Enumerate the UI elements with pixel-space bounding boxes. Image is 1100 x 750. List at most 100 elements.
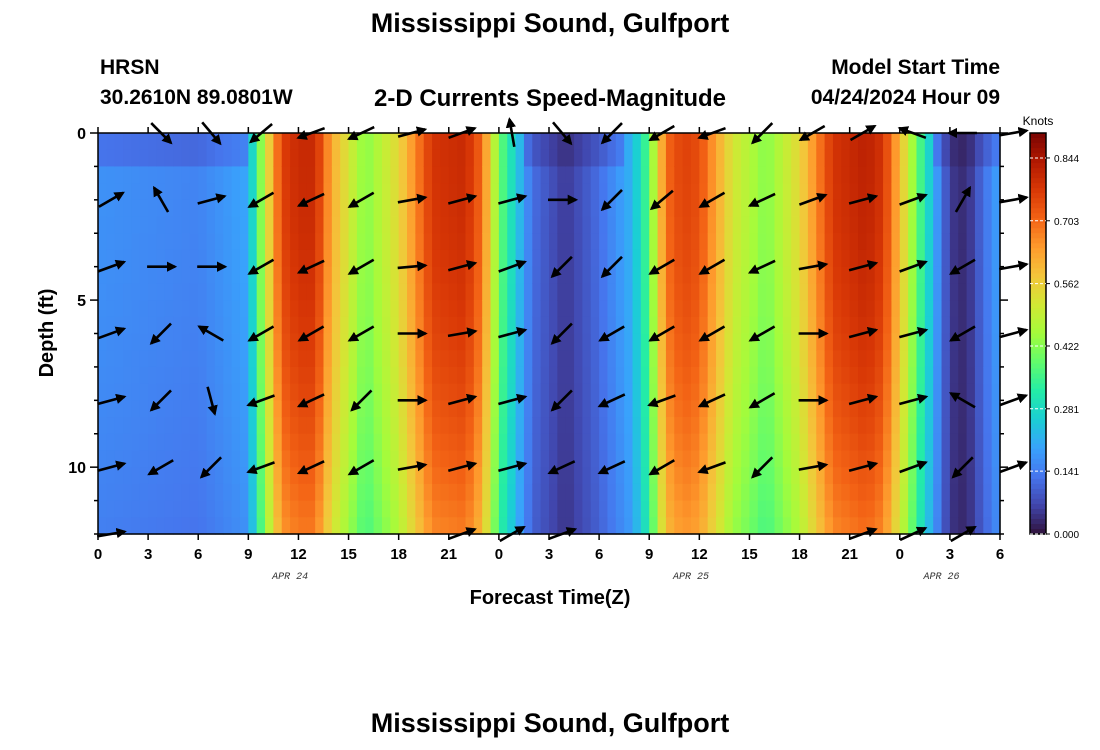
heatmap-cell bbox=[156, 199, 166, 218]
heatmap-cell bbox=[290, 450, 300, 468]
heatmap-cell bbox=[916, 149, 926, 168]
heatmap-cell bbox=[239, 199, 249, 218]
heatmap-cell bbox=[189, 333, 199, 351]
heatmap-cell bbox=[699, 467, 709, 485]
heatmap-cell bbox=[523, 483, 533, 502]
colorbar-segment bbox=[1030, 488, 1046, 495]
heatmap-cell bbox=[432, 366, 442, 385]
heatmap-cell bbox=[974, 149, 984, 168]
heatmap-cell bbox=[640, 316, 650, 335]
heatmap-cell bbox=[381, 166, 391, 184]
heatmap-cell bbox=[223, 500, 233, 518]
heatmap-cell bbox=[298, 400, 308, 418]
heatmap-cell bbox=[707, 166, 717, 184]
heatmap-cell bbox=[156, 450, 166, 468]
heatmap-cell bbox=[381, 366, 391, 385]
heatmap-cell bbox=[966, 249, 976, 268]
heatmap-cell bbox=[974, 283, 984, 301]
heatmap-cell bbox=[832, 199, 842, 218]
heatmap-cell bbox=[273, 483, 283, 502]
heatmap-cell bbox=[131, 467, 141, 485]
heatmap-cell bbox=[699, 383, 709, 401]
heatmap-cell bbox=[924, 283, 934, 301]
heatmap-cell bbox=[782, 216, 792, 234]
heatmap-cell bbox=[899, 283, 909, 301]
heatmap-cell bbox=[381, 417, 391, 435]
heatmap-cell bbox=[407, 300, 416, 318]
heatmap-cell bbox=[624, 216, 634, 234]
heatmap-cell bbox=[482, 133, 492, 151]
heatmap-cell bbox=[590, 233, 600, 251]
heatmap-cell bbox=[523, 366, 533, 385]
heatmap-cell bbox=[98, 149, 107, 168]
heatmap-cell bbox=[123, 199, 133, 218]
heatmap-cell bbox=[223, 199, 233, 218]
heatmap-cell bbox=[615, 149, 625, 168]
heatmap-cell bbox=[757, 483, 767, 502]
heatmap-cell bbox=[490, 233, 500, 251]
heatmap-cell bbox=[390, 249, 400, 268]
heatmap-cell bbox=[724, 300, 734, 318]
heatmap-cell bbox=[774, 467, 784, 485]
heatmap-cell bbox=[966, 333, 976, 351]
heatmap-cell bbox=[933, 517, 943, 535]
heatmap-cell bbox=[214, 500, 224, 518]
heatmap-cell bbox=[799, 467, 809, 485]
heatmap-cell bbox=[331, 216, 341, 234]
heatmap-cell bbox=[265, 283, 274, 301]
heatmap-cell bbox=[457, 183, 467, 201]
heatmap-cell bbox=[774, 249, 784, 268]
heatmap-cell bbox=[883, 316, 893, 335]
heatmap-cell bbox=[874, 400, 884, 418]
heatmap-cell bbox=[640, 517, 650, 535]
heatmap-cell bbox=[407, 216, 416, 234]
heatmap-cell bbox=[507, 283, 517, 301]
heatmap-cell bbox=[223, 300, 233, 318]
heatmap-cell bbox=[473, 500, 483, 518]
heatmap-cell bbox=[214, 166, 224, 184]
heatmap-cell bbox=[699, 166, 709, 184]
heatmap-cell bbox=[782, 467, 792, 485]
heatmap-cell bbox=[816, 517, 826, 535]
heatmap-cell bbox=[340, 149, 350, 168]
heatmap-cell bbox=[173, 233, 183, 251]
heatmap-cell bbox=[649, 183, 659, 201]
heatmap-cell bbox=[582, 433, 592, 452]
heatmap-cell bbox=[498, 149, 508, 168]
heatmap-cell bbox=[398, 316, 408, 335]
heatmap-cell bbox=[315, 316, 325, 335]
colorbar-segment bbox=[1030, 333, 1046, 340]
heatmap-cell bbox=[791, 433, 801, 452]
heatmap-cell bbox=[933, 149, 943, 168]
heatmap-cell bbox=[473, 283, 483, 301]
heatmap-cell bbox=[983, 300, 993, 318]
heatmap-cell bbox=[423, 249, 433, 268]
x-tick-label: 3 bbox=[946, 546, 954, 563]
heatmap-cell bbox=[98, 183, 107, 201]
heatmap-cell bbox=[607, 249, 617, 268]
heatmap-cell bbox=[916, 383, 926, 401]
heatmap-cell bbox=[198, 517, 208, 535]
heatmap-cell bbox=[782, 249, 792, 268]
heatmap-cell bbox=[365, 249, 375, 268]
heatmap-cell bbox=[440, 266, 450, 284]
heatmap-cell bbox=[824, 366, 834, 385]
heatmap-cell bbox=[482, 400, 492, 418]
current-vector bbox=[247, 325, 275, 342]
heatmap-cell bbox=[858, 500, 867, 518]
heatmap-cell bbox=[665, 283, 675, 301]
heatmap-cell bbox=[331, 266, 341, 284]
heatmap-cell bbox=[432, 383, 442, 401]
heatmap-cell bbox=[248, 266, 258, 284]
heatmap-cell bbox=[114, 417, 124, 435]
heatmap-cell bbox=[381, 283, 391, 301]
heatmap-cell bbox=[807, 216, 817, 234]
heatmap-cell bbox=[515, 283, 525, 301]
heatmap-cell bbox=[841, 500, 851, 518]
heatmap-cell bbox=[615, 350, 625, 368]
heatmap-cell bbox=[239, 266, 249, 284]
current-vector bbox=[848, 260, 879, 272]
heatmap-cell bbox=[774, 450, 784, 468]
heatmap-cell bbox=[231, 300, 241, 318]
heatmap-cell bbox=[866, 166, 876, 184]
